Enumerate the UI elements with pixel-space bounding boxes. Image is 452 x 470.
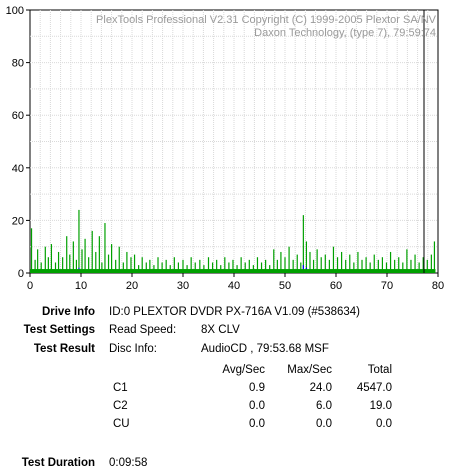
- y-tick-label: 0: [18, 268, 24, 280]
- baseline-errors: [30, 269, 436, 273]
- result-row-avg: 0.0: [249, 400, 265, 412]
- max-header: Max/Sec: [287, 364, 332, 376]
- x-tick-label: 20: [126, 280, 138, 292]
- grid-lines: [30, 10, 438, 273]
- drive-info-value: ID:0 PLEXTOR DVDR PX-716A V1.09 (#538634…: [109, 306, 361, 318]
- x-tick-label: 80: [432, 280, 444, 292]
- result-row-name: C2: [113, 400, 128, 412]
- y-tick-label: 80: [12, 58, 24, 70]
- copyright-line-2: Daxon Technology, (type 7), 79:59:74: [254, 27, 436, 39]
- result-row-max: 6.0: [316, 400, 332, 412]
- total-header: Total: [367, 364, 392, 376]
- result-row-max: 0.0: [316, 418, 332, 430]
- test-duration-value: 0:09:58: [109, 457, 148, 469]
- x-tick-label: 40: [228, 280, 240, 292]
- result-row-name: C1: [113, 382, 128, 394]
- result-row-total: 19.0: [369, 400, 392, 412]
- result-row-total: 4547.0: [356, 382, 392, 394]
- disc-info-label: Disc Info:: [109, 343, 157, 355]
- drive-info-label: Drive Info: [41, 306, 95, 318]
- y-tick-label: 100: [6, 5, 24, 17]
- read-speed-label: Read Speed:: [109, 324, 177, 336]
- y-tick-label: 40: [12, 163, 24, 175]
- x-tick-label: 60: [330, 280, 342, 292]
- data-bars: [30, 209, 436, 273]
- x-tick-label: 70: [381, 280, 393, 292]
- result-row-total: 0.0: [376, 418, 392, 430]
- x-tick-label: 0: [27, 280, 33, 292]
- test-result-label: Test Result: [33, 343, 95, 355]
- x-tick-label: 10: [75, 280, 87, 292]
- result-row-max: 24.0: [309, 382, 332, 394]
- result-row-name: CU: [113, 418, 130, 430]
- result-row-avg: 0.9: [249, 382, 265, 394]
- x-axis-ticks: 0 10 20 30 40 50 60 70 80: [27, 273, 444, 292]
- result-row-avg: 0.0: [249, 418, 265, 430]
- copyright-line-1: PlexTools Professional V2.31 Copyright (…: [96, 14, 436, 26]
- y-axis-ticks: 0 20 40 60 80 100: [6, 5, 30, 280]
- avg-header: Avg/Sec: [222, 364, 265, 376]
- test-settings-label: Test Settings: [23, 324, 95, 336]
- test-duration-label: Test Duration: [21, 457, 95, 469]
- read-speed-value: 8X CLV: [201, 324, 240, 336]
- error-chart: 0 20 40 60 80 100 0 10 20 30 40 50 60 70 80: [6, 5, 444, 292]
- disc-info-value: AudioCD , 79:53.68 MSF: [201, 343, 329, 355]
- x-tick-label: 30: [177, 280, 189, 292]
- y-tick-label: 60: [12, 110, 24, 122]
- x-tick-label: 50: [279, 280, 291, 292]
- y-tick-label: 20: [12, 215, 24, 227]
